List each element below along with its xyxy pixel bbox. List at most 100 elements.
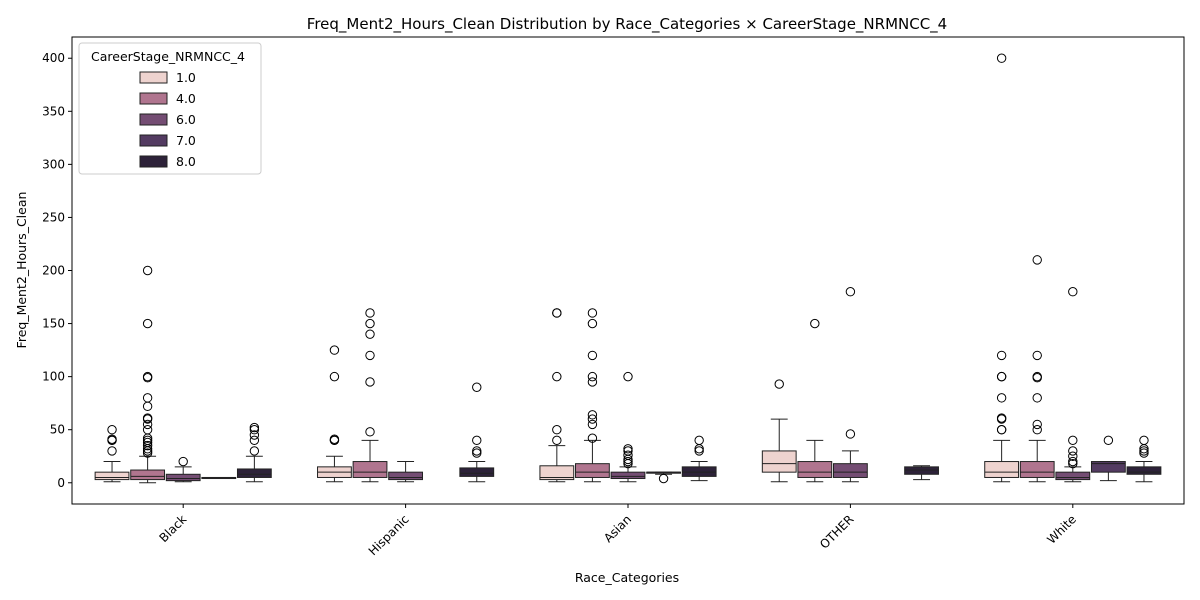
box-body bbox=[1055, 471, 1091, 481]
outlier-point bbox=[142, 425, 153, 435]
outlier-point bbox=[552, 308, 562, 318]
outlier-point bbox=[472, 446, 482, 456]
outlier-point bbox=[552, 435, 562, 446]
outlier-point bbox=[1068, 458, 1078, 469]
box-body bbox=[1090, 461, 1126, 473]
outlier-point bbox=[845, 287, 856, 297]
outlier-point bbox=[142, 265, 153, 276]
box-other-4-0 bbox=[797, 318, 833, 483]
outlier-point bbox=[329, 345, 340, 355]
legend-swatch bbox=[139, 92, 168, 105]
legend-swatch bbox=[139, 155, 168, 168]
outlier-point bbox=[365, 329, 375, 339]
outlier-point bbox=[178, 456, 188, 467]
box-asian-8-0 bbox=[681, 435, 717, 482]
outlier-point bbox=[552, 371, 562, 382]
box-asian-6-0 bbox=[610, 371, 646, 483]
box-body bbox=[352, 461, 388, 478]
outlier-point bbox=[142, 318, 153, 329]
outlier-point bbox=[142, 401, 153, 412]
box-body bbox=[575, 463, 610, 478]
y-tick-label: 250 bbox=[42, 210, 65, 224]
y-tick-label: 300 bbox=[42, 157, 65, 171]
outlier-point bbox=[694, 435, 704, 446]
box-body bbox=[681, 466, 717, 477]
outlier-point bbox=[142, 448, 153, 458]
outlier-point bbox=[623, 444, 633, 454]
outlier-point bbox=[142, 413, 153, 423]
box-asian-1-0 bbox=[539, 308, 575, 483]
outlier-point bbox=[365, 308, 375, 318]
outlier-point bbox=[249, 446, 260, 456]
outlier-point bbox=[365, 350, 375, 361]
outlier-point bbox=[365, 318, 375, 329]
outlier-point bbox=[845, 429, 856, 439]
outlier-point bbox=[1103, 435, 1114, 446]
outlier-point bbox=[587, 308, 598, 318]
outlier-point bbox=[1068, 456, 1078, 467]
outlier-point bbox=[1032, 255, 1042, 265]
outlier-point bbox=[142, 371, 153, 382]
box-body bbox=[984, 461, 1020, 478]
outlier-point bbox=[142, 419, 153, 430]
legend-entry-label: 6.0 bbox=[176, 112, 196, 127]
outlier-point bbox=[249, 422, 260, 433]
box-hispanic-6-0 bbox=[388, 461, 424, 483]
outlier-point bbox=[587, 433, 598, 443]
box-body bbox=[797, 461, 833, 478]
outlier-point bbox=[329, 434, 340, 444]
box-body bbox=[165, 473, 201, 482]
outlier-point bbox=[587, 377, 598, 387]
box-black-1-0 bbox=[94, 425, 130, 483]
outlier-point bbox=[587, 414, 598, 424]
outlier-point bbox=[996, 393, 1007, 403]
box-body bbox=[236, 468, 272, 478]
outlier-point bbox=[1032, 371, 1042, 382]
outlier-point bbox=[107, 446, 117, 456]
outlier-point bbox=[623, 446, 633, 456]
box-body bbox=[388, 471, 424, 481]
outlier-point bbox=[249, 425, 260, 435]
outlier-point bbox=[472, 382, 482, 392]
outlier-point bbox=[996, 371, 1007, 382]
outlier-point bbox=[107, 434, 117, 444]
box-other-1-0 bbox=[761, 379, 797, 483]
plot-frame bbox=[71, 36, 1185, 505]
outlier-point bbox=[1139, 448, 1149, 458]
outlier-point bbox=[658, 473, 669, 484]
box-other-6-0 bbox=[832, 287, 868, 483]
box-body bbox=[1126, 466, 1162, 475]
outlier-point bbox=[996, 350, 1007, 361]
box-hispanic-4-0 bbox=[352, 308, 388, 483]
legend-swatch bbox=[139, 71, 168, 84]
box-white-7-0 bbox=[1090, 435, 1126, 482]
box-body bbox=[459, 467, 495, 477]
box-body bbox=[130, 469, 166, 481]
x-tick-label: Hispanic bbox=[366, 512, 412, 558]
box-white-1-0 bbox=[984, 53, 1020, 483]
outlier-point bbox=[142, 437, 153, 448]
box-black-8-0 bbox=[236, 422, 272, 483]
outlier-point bbox=[623, 456, 633, 467]
outlier-point bbox=[329, 371, 340, 382]
box-hispanic-1-0 bbox=[317, 345, 352, 483]
outlier-point bbox=[810, 318, 820, 329]
y-tick-label: 200 bbox=[42, 264, 65, 278]
outlier-point bbox=[142, 435, 153, 446]
outlier-point bbox=[142, 440, 153, 451]
box-asian-4-0 bbox=[575, 308, 610, 483]
outlier-point bbox=[694, 446, 704, 456]
x-tick-label: Black bbox=[156, 512, 189, 545]
outlier-point bbox=[472, 435, 482, 446]
outlier-point bbox=[107, 425, 117, 435]
x-tick-label: White bbox=[1044, 512, 1079, 547]
outlier-point bbox=[996, 425, 1007, 435]
box-black-4-0 bbox=[130, 265, 166, 484]
y-tick-label: 400 bbox=[42, 51, 65, 65]
x-axis-label: Race_Categories bbox=[575, 570, 679, 585]
legend-entry-label: 7.0 bbox=[176, 133, 196, 148]
y-tick-label: 0 bbox=[57, 476, 65, 490]
box-body bbox=[539, 465, 575, 481]
outlier-point bbox=[996, 53, 1007, 63]
outlier-point bbox=[249, 430, 260, 440]
